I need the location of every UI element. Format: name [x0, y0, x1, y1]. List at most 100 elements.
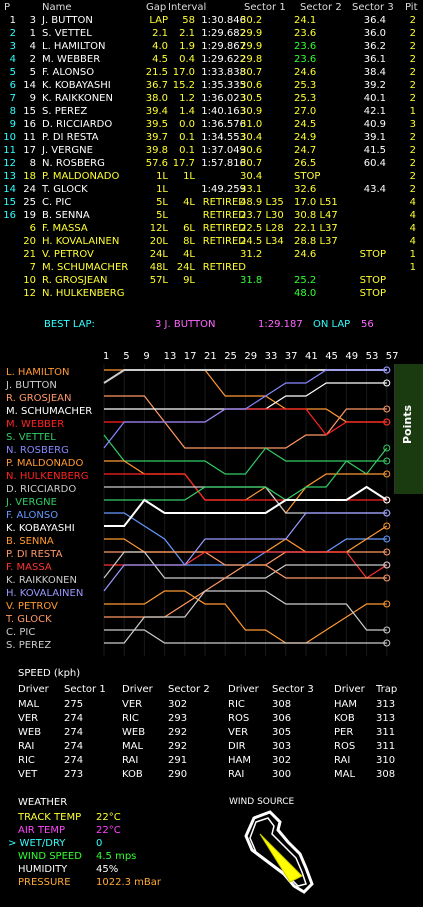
- timing-row[interactable]: 5 5 F. ALONSO 21.5 17.0 1:33.838 30.7 24.6 38.4 2: [0, 66, 423, 79]
- chart-driver-label[interactable]: H. KOVALAINEN: [6, 588, 84, 599]
- speed-header: Driver: [18, 684, 49, 695]
- weather-value: 4.5 mps: [96, 851, 137, 862]
- timing-cell-gap: 12L: [149, 223, 168, 234]
- chart-series-line: [103, 551, 387, 579]
- timing-row[interactable]: 7 M. SCHUMACHER 48L 24L RETIRED 1: [0, 261, 423, 274]
- chart-series-end-marker: [383, 457, 391, 465]
- timing-cell-s1: 30.7: [240, 67, 263, 78]
- points-tab[interactable]: Points: [394, 364, 423, 494]
- timing-row[interactable]: 15 25 C. PIC 5L 4L RETIRED 48.9 L35 17.0 L51 4: [0, 196, 423, 209]
- lap-tick-label: 57: [385, 351, 399, 362]
- timing-row[interactable]: 21 V. PETROV 24L 4L 31.2 24.6 STOP 1: [0, 248, 423, 261]
- timing-cell-num: 4: [29, 41, 36, 52]
- weather-label: > WET/DRY: [8, 838, 66, 849]
- timing-row[interactable]: 12 8 N. ROSBERG 57.6 17.7 1:57.816 30.7 26.5 60.…: [0, 157, 423, 170]
- timing-cell-s1: 29.9: [240, 41, 263, 52]
- timing-cell-s1: 30.6: [240, 80, 263, 91]
- timing-row[interactable]: 10 11 P. DI RESTA 39.7 0.1 1:34.553 30.4 24.9 39…: [0, 131, 423, 144]
- timing-cell-num: 19: [23, 210, 36, 221]
- chart-series-line: [103, 512, 387, 592]
- chart-driver-label[interactable]: C. PIC: [6, 627, 36, 638]
- chart-series-line: [104, 590, 387, 644]
- speed-driver: MAL: [334, 769, 356, 780]
- chart-series-end-marker: [383, 509, 391, 517]
- timing-row[interactable]: 11 17 J. VERGNE 39.8 0.1 1:37.049 30.6 24.7 41.5…: [0, 144, 423, 157]
- timing-cell-p: 8: [9, 106, 16, 117]
- speed-value: 306: [272, 713, 292, 724]
- chart-driver-label[interactable]: J. VERGNE: [6, 497, 57, 508]
- chart-driver-label[interactable]: N. HULKENBERG: [6, 471, 89, 482]
- speed-value: 302: [272, 755, 292, 766]
- timing-cell-gap: LAP: [149, 15, 168, 26]
- chart-driver-label[interactable]: M. SCHUMACHER: [6, 406, 93, 417]
- timing-cell-lap: 1:37.049: [201, 145, 246, 156]
- timing-cell-lap: 1:36.023: [201, 93, 246, 104]
- chart-driver-label[interactable]: M. WEBBER: [6, 419, 65, 430]
- timing-row[interactable]: 8 15 S. PEREZ 39.4 1.4 1:40.163 30.9 27.0 42.1 1: [0, 105, 423, 118]
- timing-cell-p: 6: [9, 80, 16, 91]
- timing-cell-s3: STOP: [359, 288, 386, 299]
- speed-driver: VER: [228, 727, 249, 738]
- timing-cell-lap: 1:57.816: [201, 158, 246, 169]
- chart-driver-label[interactable]: N. ROSBERG: [6, 445, 69, 456]
- timing-row[interactable]: 9 16 D. RICCIARDO 39.5 0.0 1:36.576 31.0 24.5 40…: [0, 118, 423, 131]
- timing-cell-pit: 4: [409, 236, 416, 247]
- timing-row[interactable]: 16 19 B. SENNA 5L RETIRED 23.7 L30 30.8 L47 4: [0, 209, 423, 222]
- chart-driver-label[interactable]: L. HAMILTON: [6, 367, 70, 378]
- timing-cell-name: M. SCHUMACHER: [42, 262, 129, 273]
- timing-cell-name: M. WEBBER: [42, 54, 101, 65]
- timing-cell-s2: 25.3: [294, 80, 317, 91]
- timing-row[interactable]: 4 2 M. WEBBER 4.5 0.4 1:29.622 29.8 23.6 36.1 2: [0, 53, 423, 66]
- timing-row[interactable]: 13 18 P. MALDONADO 1L 1L 30.4 STOP 2: [0, 170, 423, 183]
- timing-cell-s1: 29.9: [240, 28, 263, 39]
- speed-value: 313: [376, 699, 396, 710]
- timing-cell-num: 10: [23, 275, 36, 286]
- chart-driver-label[interactable]: S. PEREZ: [6, 640, 52, 651]
- timing-cell-name: S. PEREZ: [42, 106, 88, 117]
- timing-row[interactable]: 6 F. MASSA 12L 6L RETIRED 22.5 L28 22.1 L37 4: [0, 222, 423, 235]
- timing-row[interactable]: 1 3 J. BUTTON LAP 58 1:30.846 30.2 24.1 36.4 2: [0, 14, 423, 27]
- timing-cell-s3: 43.4: [363, 184, 386, 195]
- timing-row[interactable]: 10 R. GROSJEAN 57L 9L 31.8 25.2 STOP: [0, 274, 423, 287]
- chart-driver-label[interactable]: V. PETROV: [6, 601, 58, 612]
- chart-driver-label[interactable]: P. MALDONADO: [6, 458, 84, 469]
- timing-cell-s2: 22.1 L37: [294, 223, 338, 234]
- weather-label: TRACK TEMP: [18, 812, 82, 823]
- timing-cell-name: P. MALDONADO: [42, 171, 120, 182]
- timing-row[interactable]: 7 9 K. RAIKKONEN 38.0 1.2 1:36.023 30.5 25.3 40.…: [0, 92, 423, 105]
- chart-driver-label[interactable]: P. DI RESTA: [6, 549, 63, 560]
- chart-driver-label[interactable]: S. VETTEL: [6, 432, 56, 443]
- timing-cell-gap: 57L: [149, 275, 168, 286]
- chart-driver-label[interactable]: K. RAIKKONEN: [6, 575, 77, 586]
- timing-row[interactable]: 12 N. HULKENBERG 48.0 STOP: [0, 287, 423, 300]
- chart-series-end-marker: [383, 600, 391, 608]
- chart-driver-label[interactable]: F. MASSA: [6, 562, 52, 573]
- lap-tick-label: 41: [305, 351, 318, 362]
- chart-driver-label[interactable]: F. ALONSO: [6, 510, 59, 521]
- timing-row[interactable]: 2 1 S. VETTEL 2.1 2.1 1:29.682 29.9 23.6 36.0 2: [0, 27, 423, 40]
- timing-row[interactable]: 20 H. KOVALAINEN 20L 8L RETIRED 24.5 L34 28.8 …: [0, 235, 423, 248]
- speed-header: Sector 1: [64, 684, 106, 695]
- timing-row[interactable]: 6 14 K. KOBAYASHI 36.7 15.2 1:35.335 30.6 25.3 3…: [0, 79, 423, 92]
- timing-cell-s1: 22.5 L28: [240, 223, 284, 234]
- lap-tick-label: 25: [224, 351, 237, 362]
- chart-driver-label[interactable]: B. SENNA: [6, 536, 54, 547]
- timing-row[interactable]: 3 4 L. HAMILTON 4.0 1.9 1:29.867 29.9 23.6 36.2 2: [0, 40, 423, 53]
- chart-driver-label[interactable]: J. BUTTON: [6, 380, 57, 391]
- timing-cell-s2: 28.8 L37: [294, 236, 338, 247]
- chart-series-end-marker: [383, 470, 391, 478]
- speed-value: 274: [64, 755, 84, 766]
- wind-source-title: WIND SOURCE: [229, 797, 295, 807]
- chart-driver-label[interactable]: R. GROSJEAN: [6, 393, 72, 404]
- chart-series-end-marker: [383, 418, 391, 426]
- timing-cell-num: 8: [29, 158, 36, 169]
- speed-driver: RAI: [228, 769, 245, 780]
- chart-driver-label[interactable]: K. KOBAYASHI: [6, 523, 75, 534]
- timing-cell-name: C. PIC: [42, 197, 72, 208]
- chart-driver-label[interactable]: D. RICCIARDO: [6, 484, 77, 495]
- timing-cell-s3: 39.1: [363, 132, 386, 143]
- speed-header: Driver: [122, 684, 153, 695]
- timing-row[interactable]: 14 24 T. GLOCK 1L 1:49.259 33.1 32.6 43.4 2: [0, 183, 423, 196]
- timing-cell-pit: 4: [409, 210, 416, 221]
- chart-driver-label[interactable]: T. GLOCK: [6, 614, 52, 625]
